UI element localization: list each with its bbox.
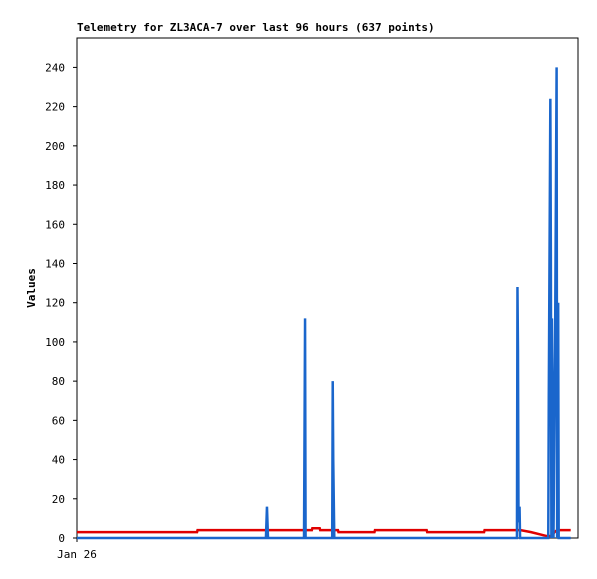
y-tick-label: 60 — [52, 414, 65, 427]
y-tick-label: 100 — [45, 336, 65, 349]
y-tick-label: 40 — [52, 454, 65, 467]
y-tick-label: 80 — [52, 375, 65, 388]
chart-title: Telemetry for ZL3ACA-7 over last 96 hour… — [77, 21, 435, 34]
y-tick-label: 200 — [45, 140, 65, 153]
y-tick-label: 240 — [45, 61, 65, 74]
y-tick-label: 220 — [45, 101, 65, 114]
y-axis-label: Values — [25, 268, 38, 308]
y-tick-label: 20 — [52, 493, 65, 506]
x-tick-label: Jan 26 — [57, 548, 97, 561]
plot-frame — [76, 37, 579, 539]
y-tick-label: 120 — [45, 297, 65, 310]
series-line — [77, 67, 571, 540]
y-tick-label: 160 — [45, 218, 65, 231]
y-tick-label: 0 — [58, 532, 65, 545]
series-line — [77, 526, 571, 538]
y-tick-label: 140 — [45, 257, 65, 270]
y-tick-label: 180 — [45, 179, 65, 192]
